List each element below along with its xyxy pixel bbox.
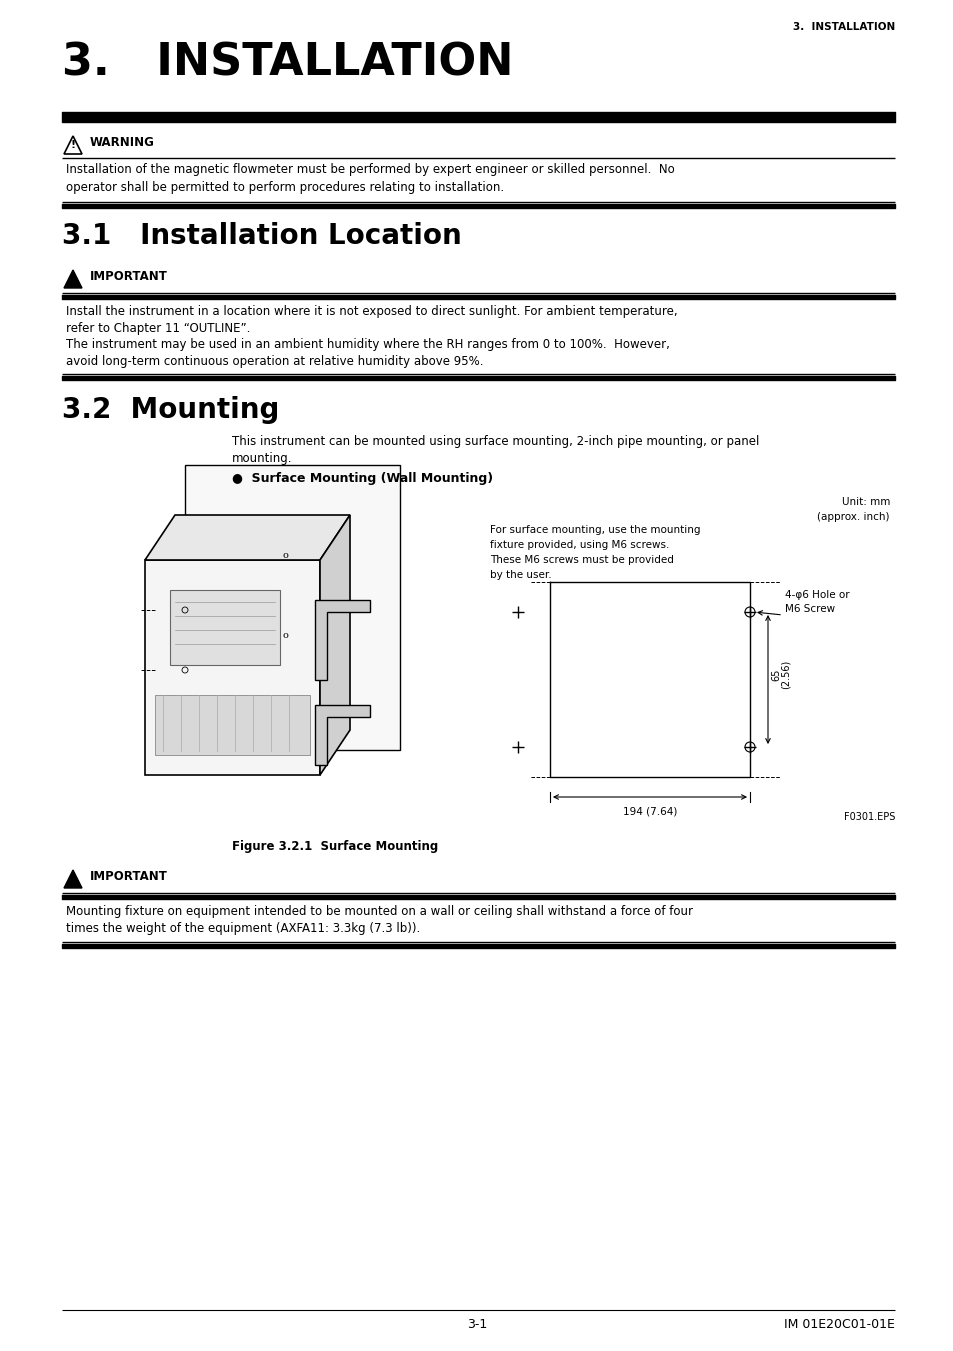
Text: These M6 screws must be provided: These M6 screws must be provided — [490, 555, 673, 565]
Text: 3.1   Installation Location: 3.1 Installation Location — [62, 222, 461, 250]
Text: 3.2  Mounting: 3.2 Mounting — [62, 396, 279, 424]
Text: 3-1: 3-1 — [466, 1319, 487, 1331]
Text: avoid long-term continuous operation at relative humidity above 95%.: avoid long-term continuous operation at … — [66, 355, 483, 367]
Text: IMPORTANT: IMPORTANT — [90, 270, 168, 282]
Text: 4-φ6 Hole or: 4-φ6 Hole or — [784, 590, 849, 600]
Text: WARNING: WARNING — [90, 136, 154, 149]
Text: (2.56): (2.56) — [781, 659, 790, 689]
Text: (approx. inch): (approx. inch) — [817, 512, 889, 521]
Polygon shape — [145, 561, 319, 775]
Text: Install the instrument in a location where it is not exposed to direct sunlight.: Install the instrument in a location whe… — [66, 305, 677, 317]
Text: by the user.: by the user. — [490, 570, 551, 580]
Polygon shape — [64, 870, 82, 888]
Text: o: o — [282, 631, 288, 639]
Polygon shape — [145, 515, 350, 561]
Bar — [154, 694, 310, 755]
Text: operator shall be permitted to perform procedures relating to installation.: operator shall be permitted to perform p… — [66, 181, 503, 195]
Text: For surface mounting, use the mounting: For surface mounting, use the mounting — [490, 526, 700, 535]
Text: M6 Screw: M6 Screw — [784, 604, 834, 613]
Polygon shape — [314, 705, 370, 765]
Text: IM 01E20C01-01E: IM 01E20C01-01E — [783, 1319, 894, 1331]
Text: ●  Surface Mounting (Wall Mounting): ● Surface Mounting (Wall Mounting) — [232, 471, 493, 485]
Polygon shape — [319, 515, 350, 775]
Text: Mounting fixture on equipment intended to be mounted on a wall or ceiling shall : Mounting fixture on equipment intended t… — [66, 905, 692, 917]
Text: mounting.: mounting. — [232, 453, 293, 465]
Polygon shape — [64, 270, 82, 288]
Text: IMPORTANT: IMPORTANT — [90, 870, 168, 884]
Text: o: o — [282, 550, 288, 559]
Text: 3.  INSTALLATION: 3. INSTALLATION — [792, 22, 894, 32]
Bar — [170, 590, 280, 665]
Text: The instrument may be used in an ambient humidity where the RH ranges from 0 to : The instrument may be used in an ambient… — [66, 338, 669, 351]
Text: fixture provided, using M6 screws.: fixture provided, using M6 screws. — [490, 540, 669, 550]
Text: F0301.EPS: F0301.EPS — [842, 812, 894, 821]
Text: !: ! — [71, 141, 75, 150]
Text: Installation of the magnetic flowmeter must be performed by expert engineer or s: Installation of the magnetic flowmeter m… — [66, 163, 674, 176]
Text: refer to Chapter 11 “OUTLINE”.: refer to Chapter 11 “OUTLINE”. — [66, 322, 250, 335]
Text: 65: 65 — [770, 669, 781, 681]
Polygon shape — [185, 465, 399, 750]
Text: This instrument can be mounted using surface mounting, 2-inch pipe mounting, or : This instrument can be mounted using sur… — [232, 435, 759, 449]
Text: 3.   INSTALLATION: 3. INSTALLATION — [62, 42, 513, 85]
Text: Unit: mm: Unit: mm — [841, 497, 889, 507]
Text: 194 (7.64): 194 (7.64) — [622, 807, 677, 817]
Text: Figure 3.2.1  Surface Mounting: Figure 3.2.1 Surface Mounting — [232, 840, 437, 852]
Polygon shape — [314, 600, 370, 680]
Text: times the weight of the equipment (AXFA11: 3.3kg (7.3 lb)).: times the weight of the equipment (AXFA1… — [66, 921, 420, 935]
